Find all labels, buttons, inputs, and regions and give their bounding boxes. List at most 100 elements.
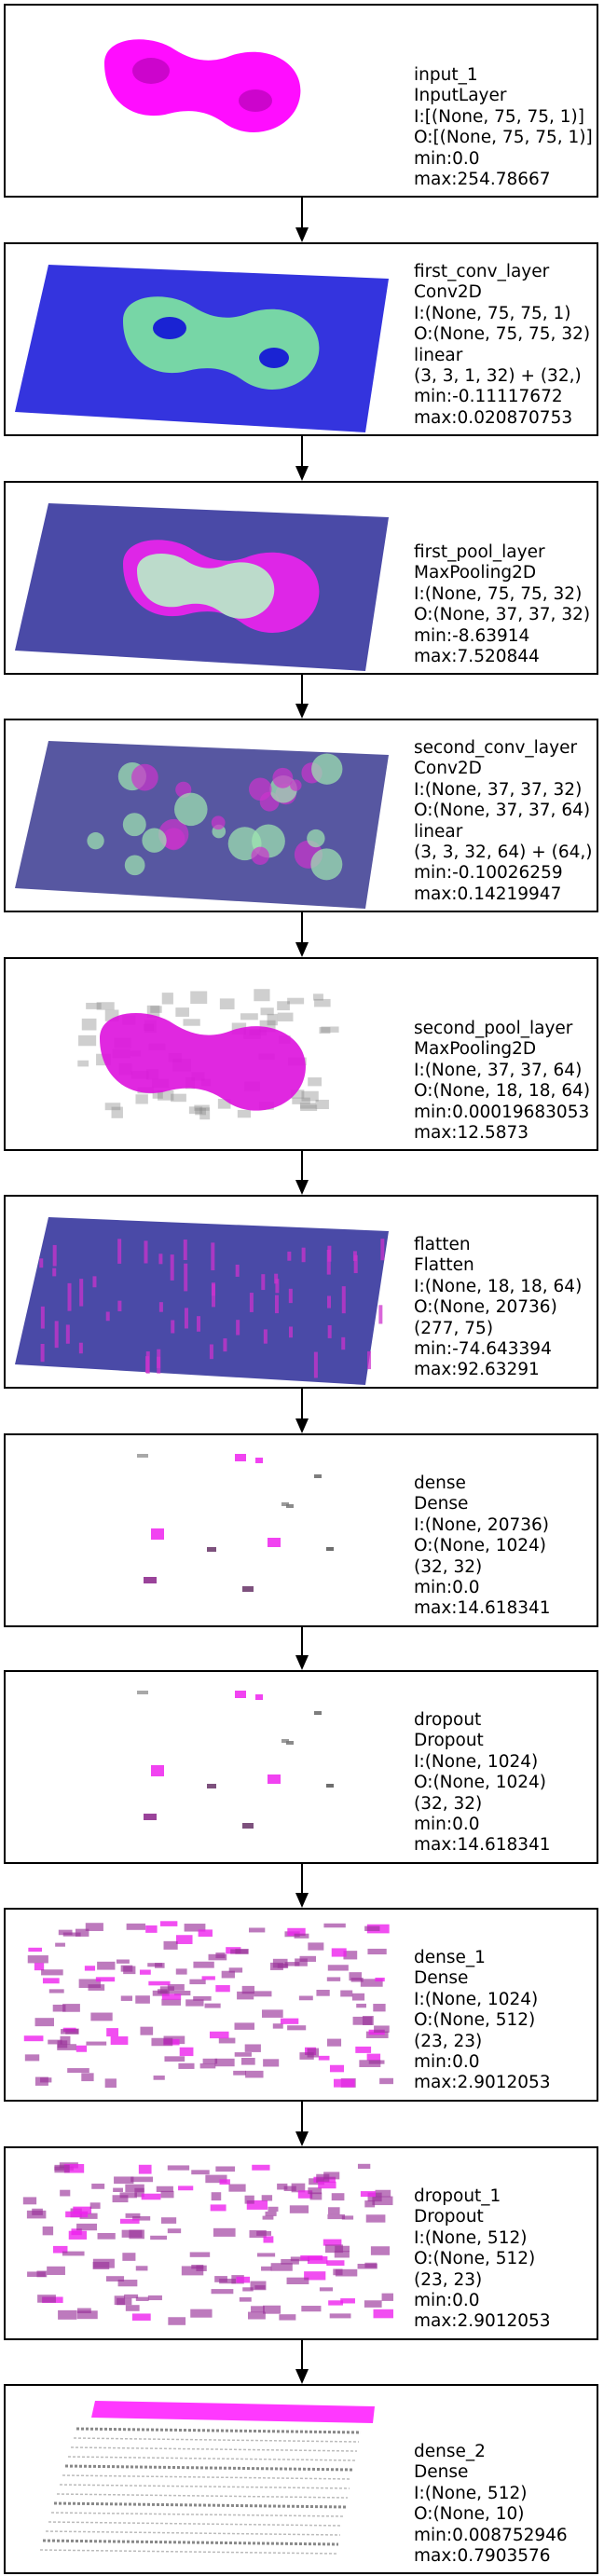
activation-cell (88, 1984, 105, 1991)
activation-cell (244, 2195, 254, 2204)
activation-cell (161, 993, 173, 1005)
activation-cell (240, 2058, 255, 2065)
activation-cell (175, 1935, 193, 1944)
activation-cell (367, 1948, 387, 1955)
layer-info-line: Dense (414, 1494, 469, 1514)
activation-cell (184, 1924, 206, 1932)
activation-cell (71, 2228, 82, 2236)
activation-stripe (40, 1306, 45, 1329)
activation-cell (67, 2068, 89, 2074)
activation-spot (162, 828, 185, 851)
activation-cell (267, 1013, 278, 1026)
layer-info-line: max:12.5873 (414, 1123, 529, 1144)
activation-cell (159, 1921, 178, 1926)
layer-info-line: min:0.0 (414, 1815, 480, 1835)
activation-cell (234, 2022, 254, 2030)
activation-cell (357, 2263, 378, 2269)
layer-node-input-1: input_1 InputLayer I:[(None, 75, 75, 1)] O:… (4, 4, 598, 198)
layer-info-line: O:(None, 37, 37, 32) (414, 605, 591, 625)
layer-info-line: O:(None, 1024) (414, 1773, 547, 1793)
activation-spot (211, 815, 226, 830)
layer-info-line: I:(None, 20736) (414, 1514, 550, 1535)
activation-stripe (341, 1286, 346, 1314)
activation-cell (263, 2236, 274, 2243)
activation-spot (131, 763, 158, 791)
activation-cell (178, 2185, 194, 2191)
layer-visualization (15, 1217, 389, 1385)
layer-info-line: min:0.0 (414, 2291, 480, 2311)
layer-info: input_1 InputLayer I:[(None, 75, 75, 1)] O:… (414, 65, 593, 190)
weight-row (64, 2464, 354, 2472)
activation-cell (309, 2192, 323, 2200)
layer-visualization (77, 989, 339, 1120)
layer-name: second_pool_layer (414, 1019, 573, 1038)
activation-stripe (117, 1300, 122, 1311)
activation-stripe (52, 1244, 57, 1267)
activation-cell (241, 1985, 255, 1994)
activation-cell (60, 2035, 71, 2045)
activation-cell (185, 1999, 204, 2007)
activation-cell (262, 2215, 274, 2220)
flow-arrow (295, 1864, 309, 1908)
layer-node-first-conv-layer: first_conv_layer Conv2D I:(None, 75, 75, 1… (4, 242, 598, 436)
layer-info-line: I:(None, 512) (414, 2483, 528, 2503)
activation-cell (249, 2229, 267, 2239)
activation-cell (228, 2184, 246, 2192)
activation-cell (287, 997, 305, 1005)
activation-cell (254, 989, 270, 1002)
activation-cell (24, 2054, 40, 2062)
activation-cell (22, 2197, 37, 2205)
activation-cell (237, 1991, 254, 2000)
activation-cell (144, 1577, 157, 1583)
activation-cell (96, 1002, 115, 1010)
activation-cell (34, 2018, 54, 2027)
activation-stripe (39, 1258, 44, 1268)
activation-cell (130, 2176, 154, 2183)
activation-cell (163, 1940, 178, 1950)
activation-cell (360, 2191, 377, 2198)
flow-arrow (295, 2340, 309, 2384)
activation-cell (147, 1963, 163, 1967)
layer-info-line: I:(None, 18, 18, 64) (414, 1276, 583, 1296)
activation-cell (304, 2271, 326, 2281)
activation-cell (301, 2306, 322, 2312)
layer-info-line: O:(None, 37, 37, 64) (414, 801, 591, 821)
layer-info: dense_1 Dense I:(None, 1024) O:(None, 512)(… (414, 1948, 551, 2094)
activation-cell (28, 1947, 43, 1953)
activation-cell (97, 2232, 116, 2240)
activation-cell (161, 1994, 182, 2000)
layer-info-line: max:0.020870753 (414, 407, 573, 428)
activation-cell (329, 2313, 351, 2319)
activation-stripe (158, 1254, 163, 1265)
arrow-head (295, 942, 309, 957)
activation-cell (61, 2029, 78, 2035)
activation-stripe (378, 1305, 383, 1324)
activation-cell (190, 2309, 213, 2318)
flow-arrow (295, 2102, 309, 2146)
layer-info-line: max:14.618341 (414, 1835, 551, 1856)
activation-cell (364, 2300, 382, 2308)
activation-cell (270, 2263, 293, 2271)
activation-cell (150, 2235, 167, 2240)
activation-cell (290, 1089, 305, 1099)
layer-info-line: linear (414, 345, 463, 365)
activation-cell (175, 1968, 187, 1975)
activation-stripe (313, 1351, 318, 1378)
activation-cell (249, 1927, 266, 1933)
activation-cell (179, 2047, 194, 2057)
layer-info-line: max:14.618341 (414, 1598, 551, 1619)
layer-info: dropout Dropout I:(None, 1024) O:(None, 102… (414, 1710, 551, 1857)
activation-cell (156, 2185, 173, 2193)
activation-cell (134, 2187, 144, 2198)
layer-info-line: max:92.63291 (414, 1360, 540, 1380)
layer-info-line: I:(None, 37, 37, 64) (414, 1060, 583, 1080)
activation-cell (144, 1814, 157, 1820)
activation-spot (251, 846, 269, 866)
activation-stripe (197, 1316, 201, 1332)
layer-info-line: I:(None, 512) (414, 2227, 528, 2248)
activation-cell (357, 2163, 371, 2170)
activation-cell (328, 2300, 343, 2306)
activation-cell (62, 2251, 85, 2256)
layer-info: dense Dense I:(None, 20736) O:(None, 1024)(… (414, 1473, 551, 1620)
layer-info-line: (3, 3, 1, 32) + (32,) (414, 366, 582, 387)
